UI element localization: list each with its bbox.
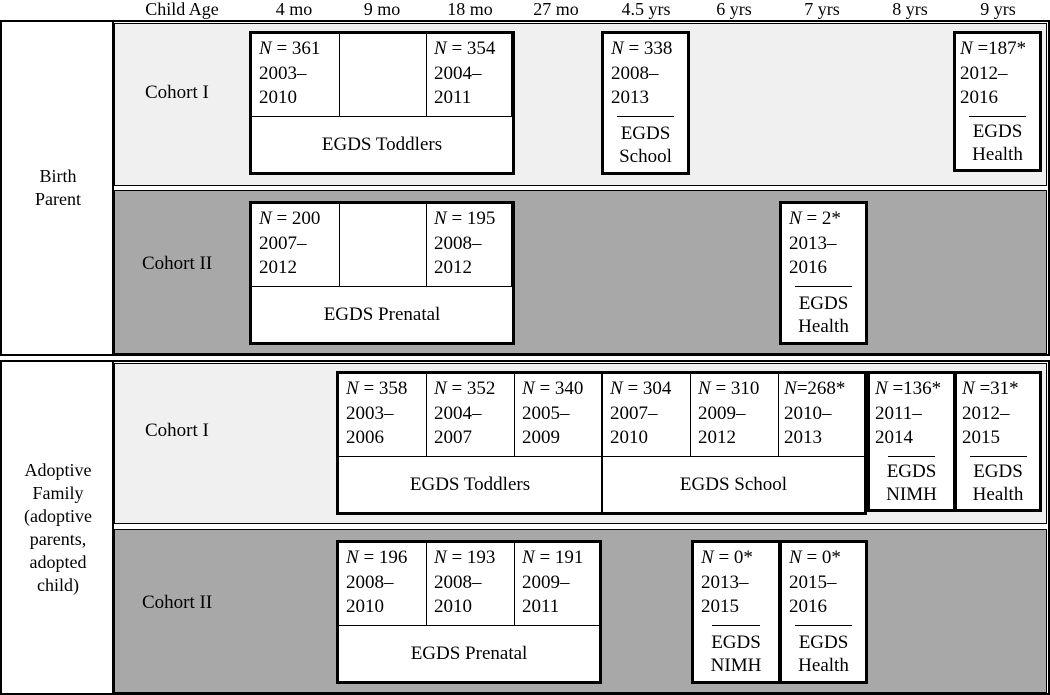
group-label-text: Birth Parent [35, 166, 81, 209]
cohort-label: Cohort II [142, 253, 213, 274]
study-box-egds-prenatal: N = 200 2007– 2012 N = 195 2008– 2012 EG… [249, 201, 515, 345]
age-header-27mo: 27 mo [533, 0, 579, 19]
study-name: EGDS Toddlers [339, 456, 603, 512]
wave-cell: N =136* 2011– 2014 [875, 378, 942, 448]
wave-cell: N = 2* 2013– 2016 [789, 208, 841, 278]
wave-cell: N = 304 2007– 2010 [603, 374, 691, 456]
wave-cell-empty [340, 204, 427, 286]
group-divider [112, 20, 114, 356]
wave-cell: N = 200 2007– 2012 [252, 204, 340, 286]
study-name: EGDS NIMH [711, 625, 761, 681]
group-label-text: Adoptive Family (adoptive parents, adopt… [24, 459, 92, 595]
wave-cell: N = 196 2008– 2010 [339, 543, 427, 625]
study-box-egds-toddlers: N = 361 2003– 2010 N = 354 2004– 2011 EG… [249, 31, 515, 175]
age-header-6yrs: 6 yrs [716, 0, 752, 19]
study-box-egds-health: N = 0* 2015– 2016 EGDS Health [779, 540, 868, 684]
wave-cell: N =187* 2012– 2016 [960, 38, 1027, 108]
study-box-egds-prenatal: N = 196 2008– 2010 N = 193 2008– 2010 N … [336, 540, 602, 684]
age-header-7yrs: 7 yrs [804, 0, 840, 19]
study-name: EGDS School [603, 456, 864, 512]
wave-cell: N = 338 2008– 2013 [611, 38, 673, 108]
wave-cell: N = 352 2004– 2007 [427, 374, 515, 456]
adoptive-family-label: Adoptive Family (adoptive parents, adopt… [2, 362, 114, 693]
study-name: EGDS NIMH [886, 456, 937, 509]
study-box-egds-nimh: N = 0* 2013– 2015 EGDS NIMH [691, 540, 781, 684]
study-name: EGDS School [617, 116, 674, 172]
wave-cell: N = 361 2003– 2010 [252, 34, 340, 116]
wave-cell: N =31* 2012– 2015 [962, 378, 1019, 448]
study-name: EGDS Health [795, 625, 852, 681]
age-header-4-5yrs: 4.5 yrs [621, 0, 671, 19]
cohort-label: Cohort II [142, 592, 213, 613]
age-header-4mo: 4 mo [275, 0, 313, 19]
wave-cell: N = 354 2004– 2011 [427, 34, 512, 116]
wave-cell: N = 0* 2013– 2015 [701, 547, 753, 617]
age-header-9mo: 9 mo [363, 0, 401, 19]
study-name: EGDS Prenatal [339, 625, 599, 681]
study-box-egds-toddlers-school: N = 358 2003– 2006 N = 352 2004– 2007 N … [336, 371, 867, 515]
study-name: EGDS Toddlers [252, 116, 512, 172]
study-name: EGDS Health [795, 286, 852, 342]
study-box-egds-school: N = 338 2008– 2013 EGDS School [601, 31, 690, 175]
wave-cell: N = 310 2009– 2012 [691, 374, 779, 456]
child-age-header: Child Age [145, 0, 219, 19]
age-header-9yrs: 9 yrs [980, 0, 1016, 19]
wave-cell: N = 0* 2015– 2016 [789, 547, 841, 617]
age-header-8yrs: 8 yrs [892, 0, 928, 19]
wave-cell: N = 193 2008– 2010 [427, 543, 515, 625]
study-box-egds-health: N =31* 2012– 2015 EGDS Health [954, 371, 1042, 512]
wave-cell: N=268* 2010– 2013 [784, 378, 846, 448]
age-header-18mo: 18 mo [447, 0, 493, 19]
wave-cell: N = 195 2008– 2012 [427, 204, 512, 286]
study-box-egds-nimh: N =136* 2011– 2014 EGDS NIMH [867, 371, 956, 512]
study-box-egds-health: N =187* 2012– 2016 EGDS Health [953, 31, 1042, 172]
group-divider [112, 360, 114, 695]
study-box-egds-health: N = 2* 2013– 2016 EGDS Health [779, 201, 868, 345]
study-name: EGDS Prenatal [252, 286, 512, 342]
study-name: EGDS Health [969, 116, 1026, 169]
cohort-label: Cohort I [145, 420, 209, 441]
cohort-label: Cohort I [145, 82, 209, 103]
birth-parent-label: Birth Parent [2, 22, 114, 354]
wave-cell: N = 340 2005– 2009 [515, 374, 603, 456]
wave-cell: N = 358 2003– 2006 [339, 374, 427, 456]
wave-cell: N = 191 2009– 2011 [522, 547, 584, 617]
wave-cell-empty [340, 34, 427, 116]
study-name: EGDS Health [969, 456, 1027, 509]
